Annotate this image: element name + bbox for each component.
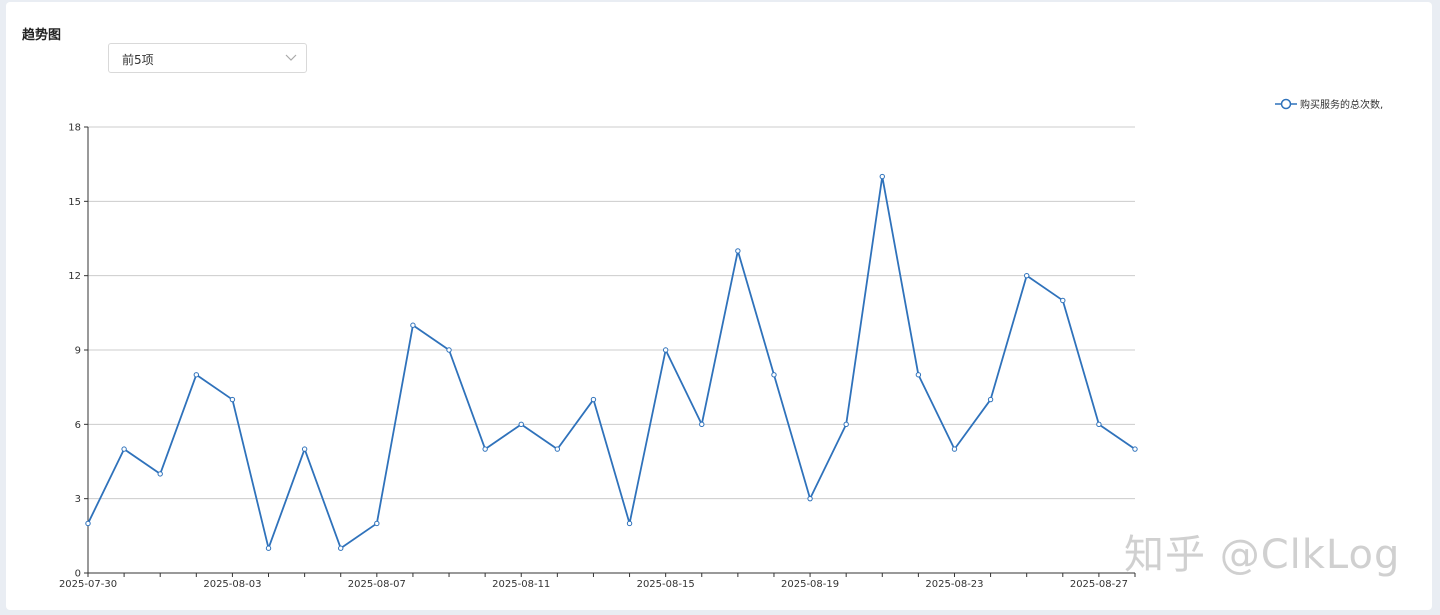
data-point [590, 396, 597, 403]
data-point [807, 495, 813, 502]
data-point [518, 421, 524, 428]
data-point [121, 446, 127, 452]
data-point [1132, 446, 1138, 452]
data-point [662, 347, 669, 353]
y-tick-label: 12 [68, 271, 81, 282]
data-point [229, 396, 236, 403]
data-point [843, 421, 849, 428]
data-point [987, 396, 994, 403]
x-tick-label: 2025-08-11 [492, 579, 550, 590]
y-tick-label: 3 [75, 494, 81, 505]
chart-legend[interactable]: 购买服务的总次数, [1275, 96, 1383, 111]
x-tick-label: 2025-08-23 [925, 579, 983, 590]
x-tick-label: 2025-08-07 [348, 579, 406, 590]
data-point [951, 446, 958, 452]
data-point [446, 347, 452, 353]
top-n-select[interactable]: 前5项 [108, 43, 307, 73]
x-tick-label: 2025-08-15 [637, 579, 695, 590]
data-point [735, 248, 741, 254]
data-point [157, 471, 163, 477]
legend-line-marker-icon [1275, 98, 1297, 109]
x-tick-label: 2025-08-27 [1070, 579, 1128, 590]
panel-title: 趋势图 [22, 28, 62, 43]
data-point [338, 545, 344, 551]
data-point [699, 421, 705, 428]
data-point [193, 372, 200, 378]
data-point [771, 372, 777, 378]
data-point [1023, 272, 1030, 279]
data-point [301, 446, 308, 452]
legend-label: 购买服务的总次数, [1300, 100, 1384, 111]
data-point [410, 322, 416, 328]
series-line [87, 175, 1136, 550]
y-tick-label: 6 [75, 420, 81, 431]
data-point [265, 545, 272, 551]
x-tick-label: 2025-08-19 [781, 579, 839, 590]
data-point [626, 520, 633, 527]
y-tick-label: 0 [75, 569, 81, 580]
x-tick-label: 2025-08-03 [203, 579, 261, 590]
top-n-select-value: 前5项 [122, 53, 154, 67]
data-point [85, 520, 91, 527]
x-tick-label: 2025-07-30 [59, 579, 117, 590]
y-tick-label: 18 [68, 123, 81, 134]
chevron-down-icon [285, 54, 297, 61]
data-point [915, 372, 922, 378]
y-tick-label: 15 [68, 197, 81, 208]
y-tick-label: 9 [75, 346, 81, 357]
data-point [374, 520, 380, 527]
trend-panel [6, 2, 1432, 610]
data-point [879, 173, 885, 180]
data-point [1060, 297, 1066, 304]
data-point [482, 446, 488, 452]
data-point [554, 446, 561, 452]
data-point [1096, 421, 1102, 428]
watermark: 知乎 @ClkLog [1124, 532, 1401, 578]
